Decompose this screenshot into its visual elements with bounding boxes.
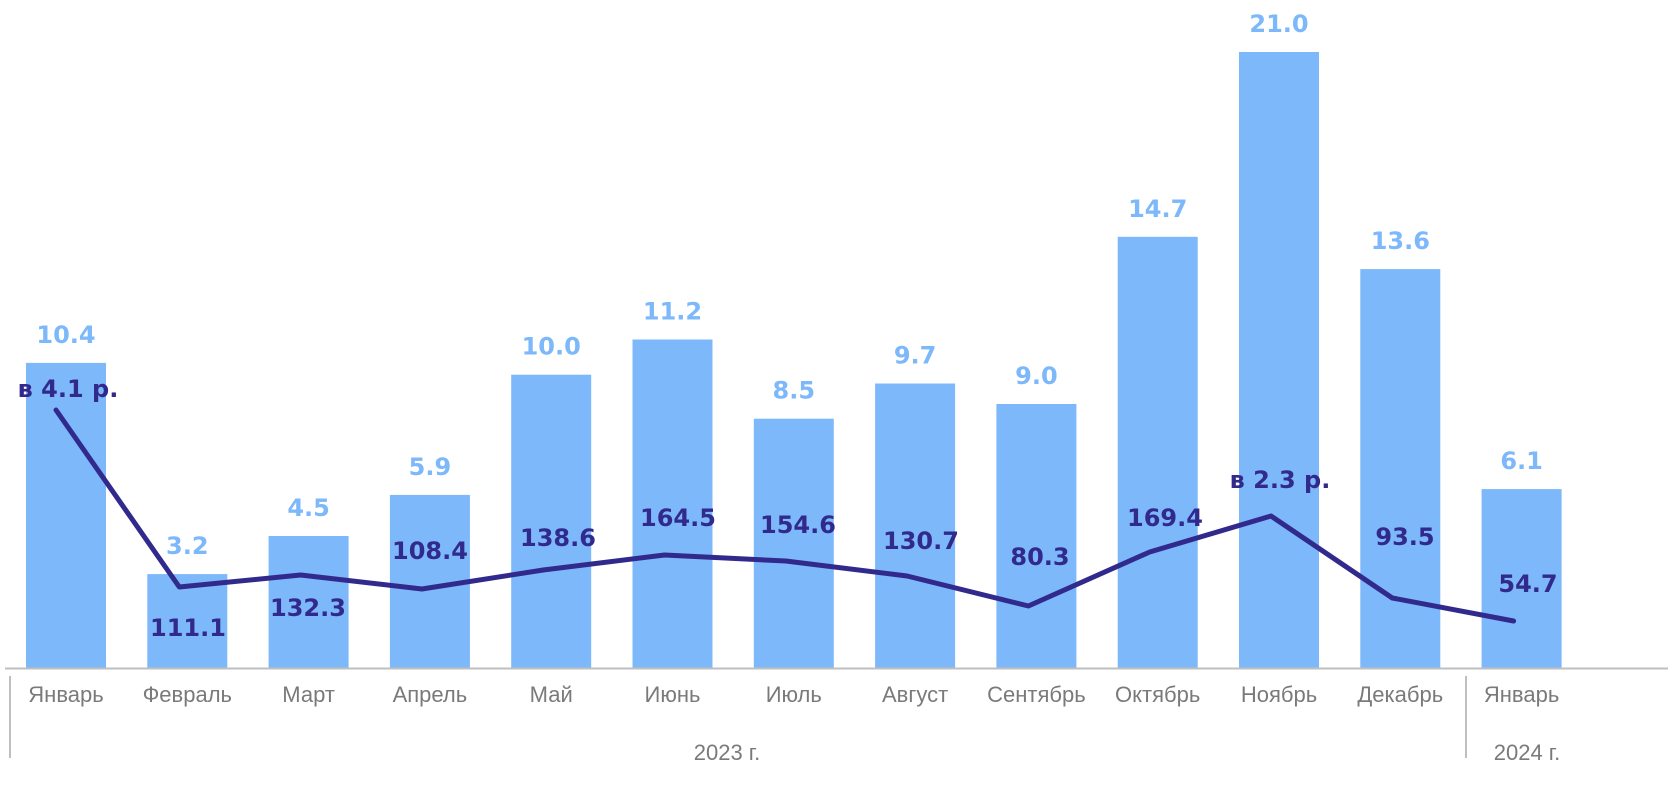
bar-12 (1360, 269, 1441, 668)
bar-value-label-1: 10.4 (36, 321, 95, 349)
bar-11 (1239, 52, 1319, 668)
line-value-label-1: в 4.1 р. (18, 375, 119, 403)
bars-layer (26, 52, 1562, 669)
bar-value-label-2: 3.2 (166, 532, 209, 560)
x-tick-label-6: Июнь (645, 682, 701, 707)
labels-layer: 10.4 3.2 4.5 5.9 10.0 11.2 8.5 9.7 9.0 14.7 21.0 13… (18, 10, 1558, 642)
line-value-label-11: в 2.3 р. (1230, 466, 1331, 494)
line-value-label-3: 132.3 (270, 594, 346, 622)
line-value-label-12: 93.5 (1375, 523, 1434, 551)
x-tick-label-10: Октябрь (1115, 682, 1200, 707)
x-tick-label-11: Ноябрь (1241, 682, 1317, 707)
x-tick-label-1: Январь (28, 682, 103, 707)
bar-value-label-8: 9.7 (894, 342, 937, 370)
bar-value-label-9: 9.0 (1015, 362, 1058, 390)
bar-3 (268, 536, 349, 668)
bar-8 (875, 383, 956, 668)
bar-value-label-3: 4.5 (287, 494, 330, 522)
x-tick-label-2: Февраль (143, 682, 232, 707)
x-axis: Январь Февраль Март Апрель Май Июнь Июль Август… (5, 667, 1668, 765)
bar-9 (996, 404, 1077, 668)
bar-10 (1117, 236, 1198, 669)
bar-value-label-12: 13.6 (1371, 227, 1430, 255)
bar-value-label-6: 11.2 (643, 298, 702, 326)
x-tick-label-5: Май (530, 682, 573, 707)
bar-7 (753, 418, 834, 668)
x-tick-label-8: Август (882, 682, 948, 707)
line-value-label-10: 169.4 (1127, 504, 1203, 532)
line-value-label-6: 164.5 (640, 504, 716, 532)
bar-value-label-4: 5.9 (409, 453, 452, 481)
bar-13 (1481, 489, 1562, 668)
x-tick-label-13: Январь (1484, 682, 1559, 707)
line-value-label-13: 54.7 (1498, 570, 1557, 598)
line-layer (53, 407, 1517, 624)
bar-5 (511, 374, 592, 668)
bar-6 (632, 339, 713, 668)
bar-value-label-10: 14.7 (1128, 195, 1187, 223)
x-tick-label-3: Март (282, 682, 335, 707)
line-value-label-4: 108.4 (392, 537, 468, 565)
line-series (53, 407, 1517, 624)
x-tick-label-12: Декабрь (1357, 682, 1443, 707)
line-value-label-8: 130.7 (883, 527, 959, 555)
x-group-label-1: 2023 г. (694, 740, 761, 765)
x-tick-label-4: Апрель (393, 682, 468, 707)
line-value-label-7: 154.6 (760, 511, 836, 539)
bar-2 (147, 574, 228, 668)
line-value-label-9: 80.3 (1010, 543, 1069, 571)
line-value-label-2: 111.1 (150, 614, 226, 642)
x-tick-label-7: Июль (766, 682, 822, 707)
bar-value-label-5: 10.0 (522, 333, 581, 361)
line-value-label-5: 138.6 (520, 524, 596, 552)
bar-value-label-7: 8.5 (773, 377, 816, 405)
bar-1 (26, 362, 106, 668)
bar-value-label-13: 6.1 (1500, 447, 1543, 475)
bar-value-label-11: 21.0 (1249, 10, 1308, 38)
x-tick-label-9: Сентябрь (987, 682, 1086, 707)
x-group-label-2: 2024 г. (1494, 740, 1561, 765)
